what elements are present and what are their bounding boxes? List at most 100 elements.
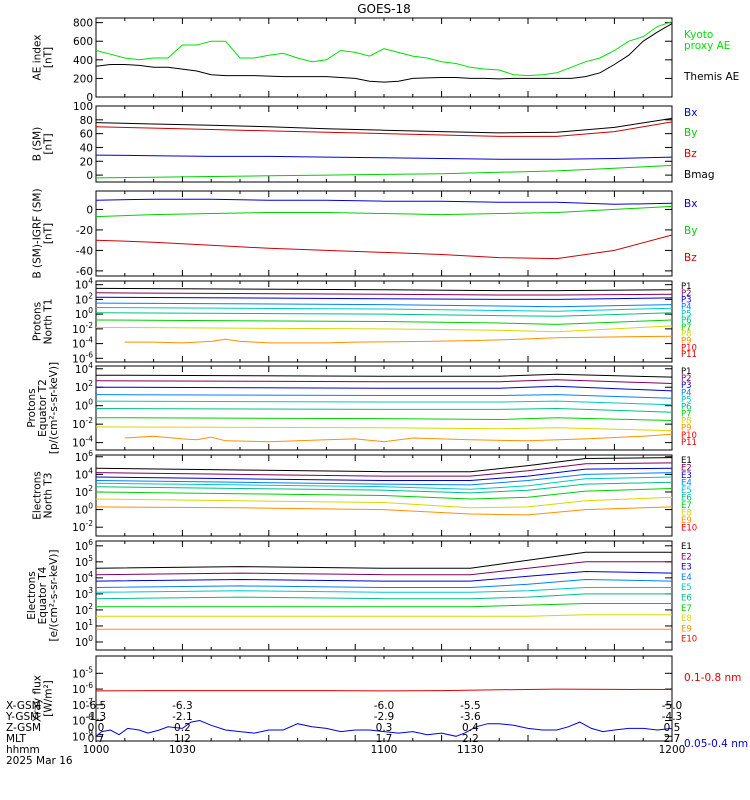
legend-entry: E4 [681, 479, 692, 489]
x-tick-label: 1.2 [174, 733, 191, 745]
legend-entry: P8 [681, 417, 692, 427]
series-p2 [95, 379, 673, 384]
legend-entry: P5 [681, 395, 692, 405]
y-tick-label: 200 [73, 73, 93, 85]
legend-entry: E7 [681, 501, 692, 511]
legend-entry: P5 [681, 309, 692, 319]
legend-entry: By [684, 127, 697, 139]
series-e2 [95, 462, 673, 477]
y-tick-label: 80 [80, 115, 93, 127]
legend-entry: proxy AE [684, 40, 730, 52]
x-tick-label: -5.5 [460, 700, 481, 712]
series-p5 [95, 307, 673, 312]
y-tick-label: 400 [73, 55, 93, 67]
legend-entry: P9 [681, 337, 692, 347]
x-tick-label: 0.4 [462, 722, 479, 734]
y-axis-label: B (SM)-IGRF (SM) [32, 188, 44, 278]
series-e7 [96, 603, 672, 608]
series-bx [95, 198, 673, 205]
series-e1 [95, 551, 672, 569]
x-row-label: 2025 Mar 16 [6, 755, 73, 767]
series-by [95, 164, 673, 179]
x-tick-label: -1.3 [86, 711, 107, 723]
legend-entry: E3 [681, 563, 692, 573]
legend-entry: P10 [681, 431, 697, 441]
x-tick-label: -2.9 [374, 711, 395, 723]
legend-entry: E3 [681, 471, 692, 481]
legend-entry: Bz [684, 148, 697, 160]
x-tick-label: 2.7 [664, 733, 681, 745]
y-tick-label: 10-2 [72, 321, 93, 336]
y-tick-label: 100 [75, 634, 93, 649]
x-tick-label: 1130 [457, 744, 484, 756]
series-0-05-0-4-nm [95, 719, 673, 737]
panel-frame [95, 105, 673, 183]
y-axis-label: [nT] [43, 133, 55, 154]
legend-entry: E10 [681, 635, 697, 645]
series-e6 [95, 593, 672, 600]
x-tick-label: 1.7 [376, 733, 393, 745]
y-tick-label: 104 [75, 570, 93, 585]
x-tick-label: -6.3 [172, 700, 193, 712]
x-tick-label: -6.0 [374, 700, 395, 712]
y-tick-label: -40 [76, 245, 93, 257]
y-tick-label: 10-6 [72, 681, 93, 696]
y-tick-label: 100 [75, 502, 93, 517]
y-tick-label: 104 [75, 466, 93, 481]
legend-entry: E9 [681, 516, 692, 526]
series-e5 [95, 587, 672, 593]
panel-pe: 10-4 10-2 100 102 104 Protons Equator T2 [p/(cm… [26, 361, 697, 454]
y-tick-label: 106 [75, 538, 93, 553]
legend-entry: Themis AE [683, 71, 739, 83]
series-e8 [96, 614, 672, 617]
y-tick-label: 102 [75, 379, 93, 394]
y-tick-label: 60 [80, 129, 93, 141]
y-tick-label: 100 [75, 398, 93, 413]
y-tick-label: 106 [75, 449, 93, 464]
series-p2 [95, 292, 673, 296]
legend-entry: E7 [681, 604, 692, 614]
series-e6 [95, 481, 673, 494]
y-axis-label: [W/m²] [43, 680, 55, 717]
y-axis-label: North T3 [43, 473, 55, 519]
x-row-label: hhmm [6, 744, 40, 756]
panel-legend: Bx By Bz [684, 198, 697, 264]
series-e4 [95, 472, 673, 486]
series-themis-ae [95, 23, 673, 83]
y-tick-label: 100 [75, 306, 93, 321]
series-bz [95, 234, 673, 260]
chart-title: GOES-18 [357, 2, 411, 16]
x-tick-label: -4.3 [662, 711, 683, 723]
series-0-1-0-8-nm [95, 688, 673, 692]
x-tick-label: -6.5 [86, 700, 107, 712]
x-tick-label: 1100 [371, 744, 398, 756]
y-axis-label: [e/(cm²-s-sr-keV)] [48, 550, 60, 642]
panel-legend: 0.1-0.8 nm 0.05-0.4 nm [684, 672, 748, 750]
series-e2 [95, 561, 672, 576]
y-axis-label: [nT] [43, 47, 55, 68]
series-by [95, 205, 673, 218]
y-tick-label: 0 [86, 204, 93, 216]
panel-frame [95, 540, 673, 651]
y-tick-label: 104 [75, 277, 93, 292]
legend-entry: P1 [681, 367, 692, 377]
legend-entry: Kyoto [684, 29, 713, 41]
y-tick-label: 100 [73, 101, 93, 113]
series-kyoto-proxy-ae [95, 21, 673, 77]
y-axis-label: Protons [26, 388, 38, 427]
x-tick-label: 0.0 [88, 722, 105, 734]
y-tick-label: 105 [75, 554, 93, 569]
series-p7 [95, 319, 673, 325]
legend-entry: 0.05-0.4 nm [684, 738, 748, 750]
legend-entry: E6 [681, 594, 692, 604]
y-tick-label: 10-2 [72, 519, 93, 534]
series-p6 [95, 312, 673, 317]
